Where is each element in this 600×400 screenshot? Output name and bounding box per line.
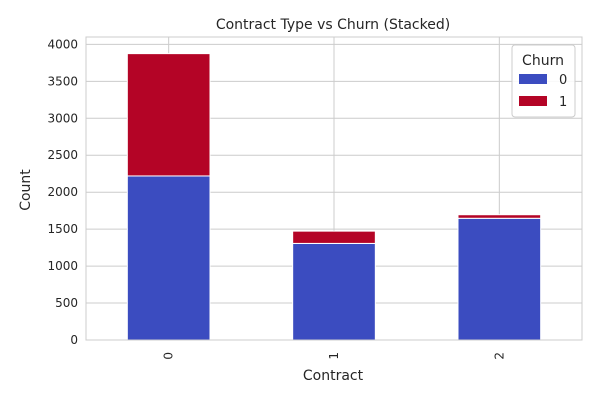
y-tick-labels: 0 500 1000 1500 2000 2500 3000 3500 4000: [47, 37, 78, 347]
bar-segment-churn-0: [457, 217, 542, 341]
y-tick-label: 3500: [47, 74, 78, 88]
x-tick-label: 2: [492, 352, 506, 360]
legend-title: Churn: [522, 53, 564, 69]
bar-segment-churn-1: [126, 53, 211, 177]
y-tick-label: 2500: [47, 148, 78, 162]
legend-swatch-1: [519, 96, 547, 106]
y-tick-label: 3000: [47, 111, 78, 125]
y-tick-label: 1500: [47, 222, 78, 236]
x-tick-labels: 0 1 2: [162, 352, 507, 360]
plot-frame: [85, 36, 583, 341]
y-tick-label: 4000: [47, 37, 78, 51]
y-tick-label: 500: [55, 296, 78, 310]
y-axis-label: Count: [18, 169, 34, 211]
bar-segment-churn-1: [457, 214, 542, 219]
bar-segment-churn-1: [292, 230, 376, 244]
x-axis-label: Contract: [303, 368, 364, 384]
legend-swatch-0: [519, 74, 547, 84]
x-tick-label: 0: [162, 352, 176, 360]
bar-group: [126, 53, 542, 341]
bar-segment-churn-0: [292, 242, 376, 341]
legend: Churn 0 1: [511, 44, 576, 118]
bar-segment-churn-0: [126, 175, 211, 341]
y-tick-label: 0: [70, 333, 78, 347]
x-tick-label: 1: [327, 352, 341, 360]
y-tick-label: 1000: [47, 259, 78, 273]
legend-label-0: 0: [559, 73, 567, 88]
legend-label-1: 1: [559, 95, 567, 110]
y-tick-label: 2000: [47, 185, 78, 199]
chart-title: Contract Type vs Churn (Stacked): [216, 17, 450, 33]
